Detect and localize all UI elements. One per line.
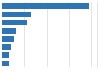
Bar [2, 36, 14, 42]
Bar [2, 12, 31, 17]
Bar [2, 28, 16, 34]
Bar [2, 20, 27, 25]
Bar [2, 3, 88, 9]
Bar [2, 60, 9, 66]
Bar [2, 52, 9, 58]
Bar [2, 44, 11, 50]
